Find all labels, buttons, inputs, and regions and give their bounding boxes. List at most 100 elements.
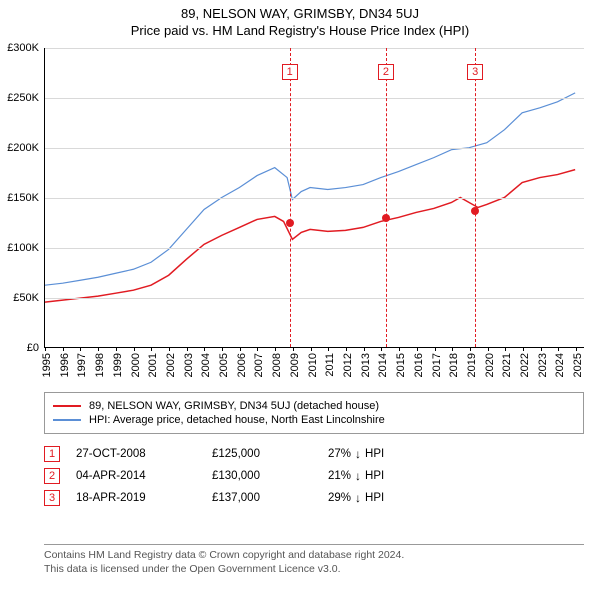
gridline: [45, 48, 584, 49]
event-row: 2 04-APR-2014 £130,000 21% ↓ HPI: [44, 468, 584, 484]
x-tick: [311, 347, 312, 351]
event-price: £130,000: [212, 470, 312, 482]
x-tick-label: 2010: [307, 353, 319, 377]
x-tick-label: 2013: [360, 353, 372, 377]
event-delta-suffix: HPI: [365, 470, 384, 482]
x-tick: [80, 347, 81, 351]
event-marker-box: 2: [378, 64, 394, 80]
event-delta: 21% ↓ HPI: [328, 470, 448, 482]
y-tick-label: £50K: [13, 292, 39, 304]
x-tick: [505, 347, 506, 351]
x-tick: [169, 347, 170, 351]
event-delta-pct: 21%: [328, 470, 351, 482]
legend: 89, NELSON WAY, GRIMSBY, DN34 5UJ (detac…: [44, 392, 584, 434]
event-vline: [386, 48, 387, 347]
title-block: 89, NELSON WAY, GRIMSBY, DN34 5UJ Price …: [0, 0, 600, 38]
y-tick-label: £0: [27, 342, 39, 354]
gridline: [45, 248, 584, 249]
x-tick-label: 1997: [76, 353, 88, 377]
x-tick-label: 2022: [519, 353, 531, 377]
event-price: £137,000: [212, 492, 312, 504]
x-tick-label: 2023: [537, 353, 549, 377]
arrow-down-icon: ↓: [355, 470, 361, 482]
event-delta: 27% ↓ HPI: [328, 448, 448, 460]
chart-title: 89, NELSON WAY, GRIMSBY, DN34 5UJ: [0, 6, 600, 21]
footer-line-1: Contains HM Land Registry data © Crown c…: [44, 549, 584, 563]
x-tick: [576, 347, 577, 351]
x-tick: [204, 347, 205, 351]
x-tick-label: 2008: [271, 353, 283, 377]
x-tick: [116, 347, 117, 351]
x-tick: [470, 347, 471, 351]
x-tick: [452, 347, 453, 351]
x-tick-label: 2014: [377, 353, 389, 377]
legend-swatch: [53, 419, 81, 421]
x-tick: [417, 347, 418, 351]
x-tick-label: 2004: [200, 353, 212, 377]
x-tick: [541, 347, 542, 351]
event-marker-box: 3: [44, 490, 60, 506]
x-tick-label: 2015: [395, 353, 407, 377]
y-tick-label: £150K: [7, 192, 39, 204]
x-tick-label: 2019: [466, 353, 478, 377]
x-tick-label: 2018: [448, 353, 460, 377]
x-tick-label: 2001: [147, 353, 159, 377]
x-tick-label: 2017: [431, 353, 443, 377]
event-marker-box: 1: [44, 446, 60, 462]
event-marker-box: 3: [467, 64, 483, 80]
event-date: 04-APR-2014: [76, 470, 196, 482]
x-tick-label: 1998: [94, 353, 106, 377]
event-date: 18-APR-2019: [76, 492, 196, 504]
x-tick-label: 2012: [342, 353, 354, 377]
x-tick-label: 2005: [218, 353, 230, 377]
x-tick-label: 2024: [554, 353, 566, 377]
event-date: 27-OCT-2008: [76, 448, 196, 460]
event-row: 3 18-APR-2019 £137,000 29%↓HPI: [44, 490, 584, 506]
event-delta-pct: 29%: [328, 492, 351, 504]
x-tick: [381, 347, 382, 351]
x-tick: [151, 347, 152, 351]
x-tick: [45, 347, 46, 351]
legend-label: 89, NELSON WAY, GRIMSBY, DN34 5UJ (detac…: [89, 400, 379, 412]
event-price: £125,000: [212, 448, 312, 460]
x-tick-label: 2007: [253, 353, 265, 377]
x-tick-label: 2009: [289, 353, 301, 377]
legend-label: HPI: Average price, detached house, Nort…: [89, 414, 385, 426]
event-vline: [475, 48, 476, 347]
events-table: 1 27-OCT-2008 £125,000 27% ↓ HPI 2 04-APR-2014 £…: [44, 440, 584, 512]
arrow-down-icon: ↓: [355, 448, 361, 460]
event-delta-suffix: HPI: [365, 448, 384, 460]
x-tick-label: 2003: [183, 353, 195, 377]
x-tick-label: 1996: [59, 353, 71, 377]
x-tick: [275, 347, 276, 351]
x-tick: [364, 347, 365, 351]
x-tick: [134, 347, 135, 351]
gridline: [45, 148, 584, 149]
x-tick: [488, 347, 489, 351]
event-marker-box: 2: [44, 468, 60, 484]
event-row: 1 27-OCT-2008 £125,000 27% ↓ HPI: [44, 446, 584, 462]
x-tick-label: 2021: [501, 353, 513, 377]
x-tick: [187, 347, 188, 351]
event-point: [286, 219, 294, 227]
x-tick-label: 2000: [130, 353, 142, 377]
x-tick: [328, 347, 329, 351]
x-tick: [346, 347, 347, 351]
y-tick-label: £200K: [7, 142, 39, 154]
x-tick-label: 2011: [324, 353, 336, 377]
series-line-hpi: [45, 93, 575, 285]
footer: Contains HM Land Registry data © Crown c…: [44, 544, 584, 576]
event-delta: 29%↓HPI: [328, 492, 448, 504]
event-delta-pct: 27%: [328, 448, 351, 460]
chart-subtitle: Price paid vs. HM Land Registry's House …: [0, 23, 600, 38]
event-vline: [290, 48, 291, 347]
x-tick-label: 2016: [413, 353, 425, 377]
event-delta-suffix: HPI: [365, 492, 384, 504]
legend-swatch: [53, 405, 81, 407]
x-tick-label: 2020: [484, 353, 496, 377]
x-tick: [63, 347, 64, 351]
y-tick-label: £250K: [7, 92, 39, 104]
x-tick: [293, 347, 294, 351]
x-tick: [435, 347, 436, 351]
series-line-property: [45, 170, 575, 303]
